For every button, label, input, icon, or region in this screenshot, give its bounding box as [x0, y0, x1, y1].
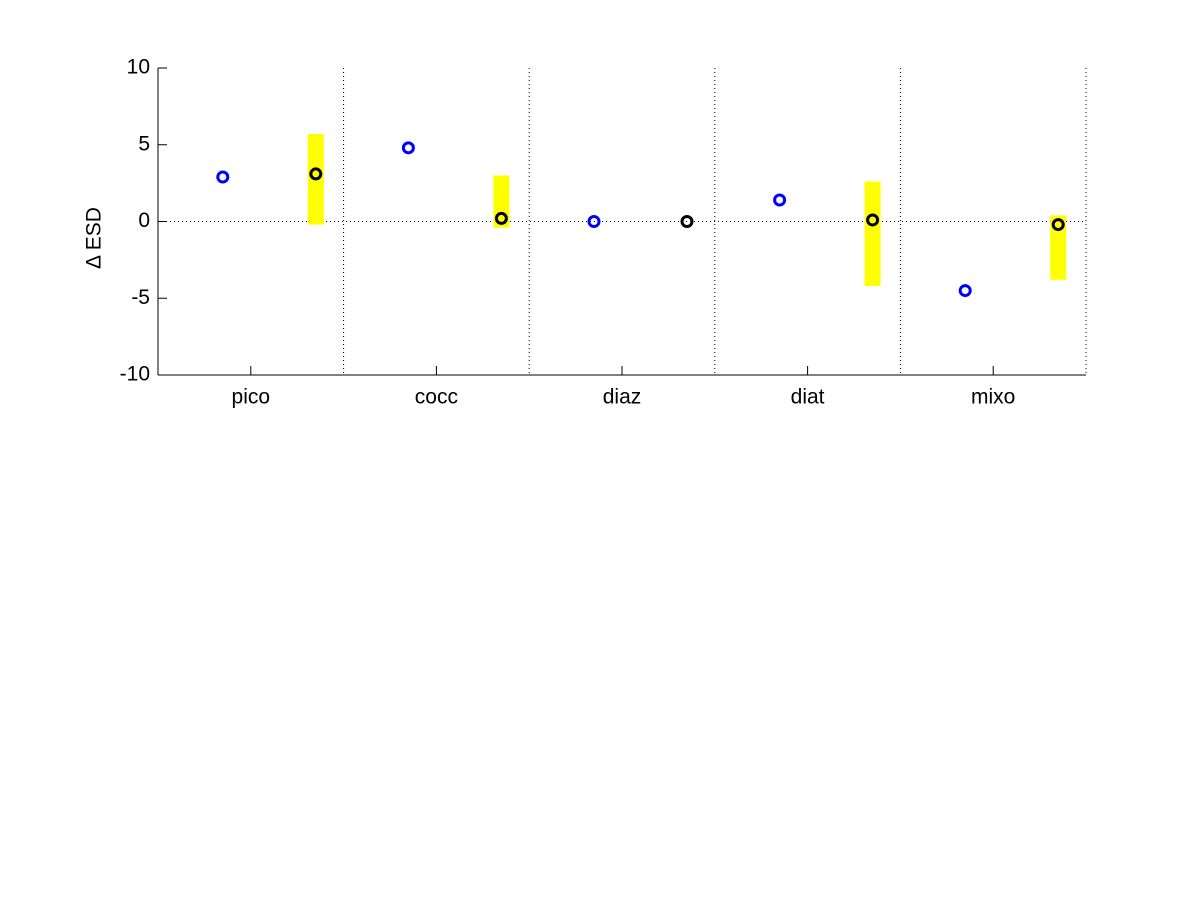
point: [866, 213, 880, 227]
range-bar: [864, 181, 881, 286]
x-tick-label: cocc: [415, 386, 458, 409]
x-tick-label: diat: [791, 386, 825, 409]
y-tick-label: 5: [138, 132, 150, 155]
x-tick-label: pico: [232, 386, 271, 409]
range-bar: [1050, 215, 1067, 280]
y-tick-label: 10: [127, 56, 150, 79]
point: [680, 215, 694, 228]
point: [401, 141, 415, 155]
point: [309, 167, 323, 181]
y-tick-label: 0: [138, 209, 150, 232]
point: [958, 284, 972, 298]
point: [773, 193, 787, 207]
y-tick-label: -5: [131, 286, 150, 309]
point: [216, 170, 230, 184]
point: [494, 211, 508, 225]
x-tick-label: diaz: [603, 386, 642, 409]
point: [587, 215, 601, 228]
point: [1051, 218, 1065, 232]
x-tick-label: mixo: [971, 386, 1015, 409]
y-tick-label: -10: [120, 363, 150, 386]
y-axis-label: Δ ESD: [83, 207, 106, 269]
